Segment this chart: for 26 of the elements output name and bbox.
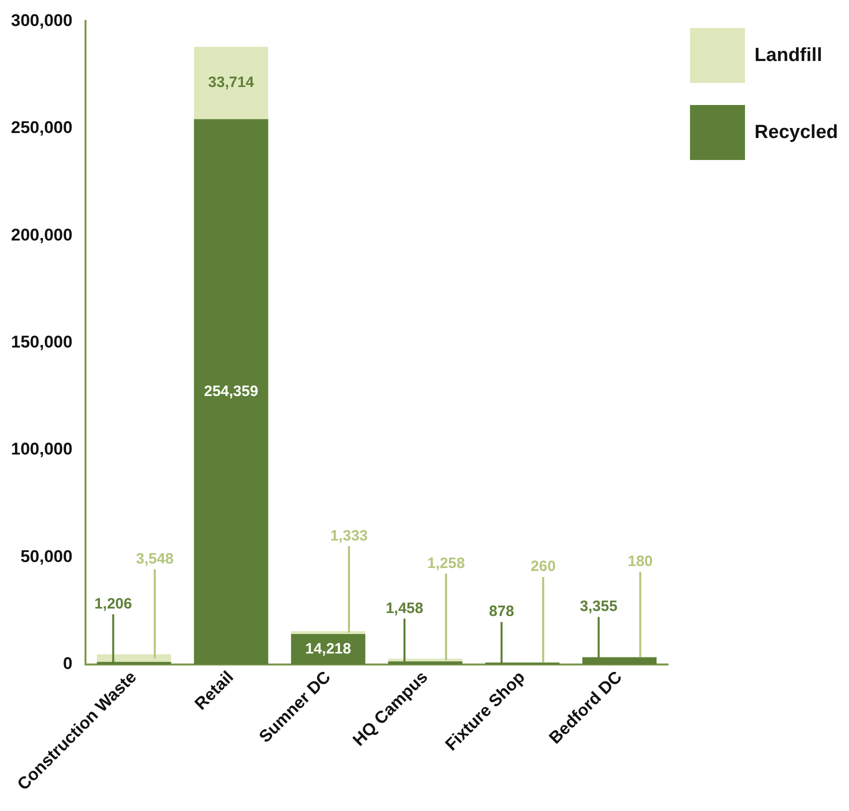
y-tick-label: 250,000 bbox=[11, 118, 72, 138]
data-label: 878 bbox=[489, 603, 514, 620]
bar bbox=[291, 631, 366, 634]
y-tick-label: 100,000 bbox=[11, 440, 72, 459]
data-label: 1,258 bbox=[427, 554, 465, 572]
bar bbox=[194, 119, 268, 664]
data-label: 1,206 bbox=[94, 595, 132, 612]
data-label: 180 bbox=[628, 553, 653, 570]
data-label: 1,333 bbox=[330, 527, 368, 544]
text: Recycled bbox=[754, 122, 838, 144]
y-tick-label: 50,000 bbox=[20, 546, 72, 566]
y-tick-label: 0 bbox=[62, 654, 72, 674]
bar bbox=[388, 658, 462, 662]
bar bbox=[194, 46, 268, 120]
y-tick-label: 200,000 bbox=[11, 225, 72, 244]
data-label: 3,355 bbox=[580, 598, 618, 616]
data-label: 1,458 bbox=[386, 600, 424, 617]
y-tick-label: 150,000 bbox=[11, 332, 72, 352]
data-label: 33,714 bbox=[208, 74, 255, 92]
data-label: 254,359 bbox=[204, 382, 258, 400]
data-label: 260 bbox=[530, 558, 556, 576]
data-label: 3,548 bbox=[136, 550, 174, 568]
bar bbox=[96, 654, 172, 662]
data-label: 14,218 bbox=[305, 640, 352, 658]
text: Landfill bbox=[754, 44, 822, 66]
y-tick-label: 300,000 bbox=[11, 10, 72, 30]
